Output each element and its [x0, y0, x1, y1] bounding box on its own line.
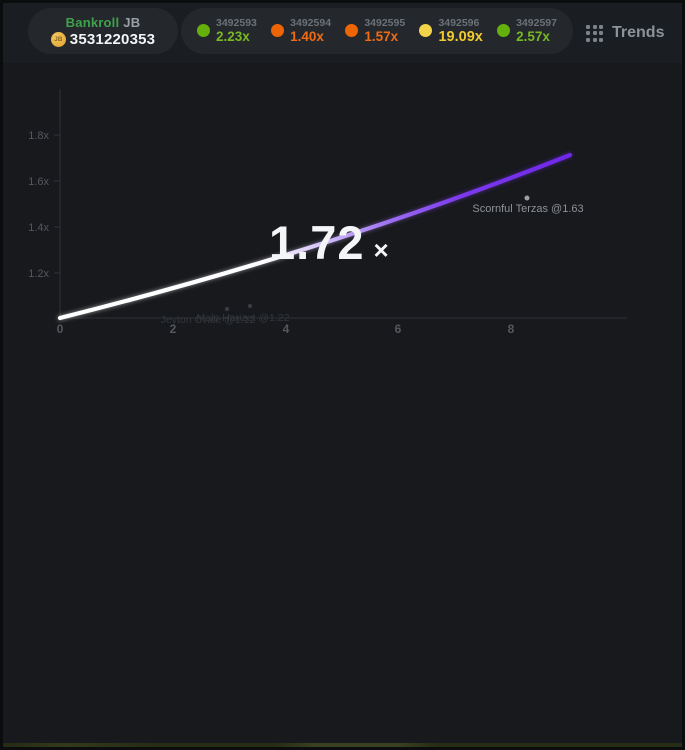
history-item[interactable]: 3492596 19.09x [419, 16, 483, 46]
current-multiplier: 1.72 × [269, 215, 389, 270]
times-symbol: × [373, 235, 389, 265]
bankroll-balance: 3531220353 [69, 30, 156, 48]
faded-cashout-label: Jeyton Cvale @1.12 [161, 314, 256, 326]
grid-dots-icon [586, 24, 603, 42]
cashout-annotation: Scornful Terzas @1.63 [472, 203, 583, 215]
round-result-dot-icon [419, 24, 433, 38]
history-item[interactable]: 3492597 2.57x [497, 17, 557, 45]
faded-cashout-label: Male Harizet @1.22 [197, 312, 290, 324]
round-result-dot-icon [345, 24, 359, 38]
round-result-dot-icon [197, 24, 210, 38]
y-tick-label: 1.6x [28, 176, 49, 188]
multiplier-curve [57, 152, 573, 321]
round-result-dot-icon [271, 24, 285, 38]
cashout-dot-icon [524, 195, 530, 201]
history-item[interactable]: 3492595 1.57x [345, 17, 405, 45]
bankroll-title: Bankroll JB [66, 15, 141, 30]
crash-chart: 1.8x 1.6x 1.4x 1.2x 0 2 4 6 8 Jeyton Cva… [3, 65, 685, 355]
x-tick-label: 6 [395, 322, 402, 336]
round-multiplier: 1.40x [290, 29, 324, 45]
round-number: 3492596 [438, 16, 480, 29]
y-tick-label: 1.8x [28, 130, 49, 142]
top-bar: Bankroll JB JB 3531220353 3492593 2.23x 3… [3, 3, 682, 63]
round-number: 3492597 [516, 17, 557, 30]
x-tick-label: 2 [170, 322, 177, 336]
x-tick-label: 0 [57, 322, 64, 336]
bankroll-tag: JB [123, 14, 141, 30]
current-multiplier-value: 1.72 [269, 216, 365, 269]
history-item[interactable]: 3492594 1.40x [271, 17, 331, 45]
history-item[interactable]: 3492593 2.23x [197, 17, 257, 45]
trends-label: Trends [612, 24, 665, 41]
y-tick-label: 1.2x [28, 268, 49, 280]
faded-cashout-dot-icon [248, 304, 252, 308]
bankroll-label: Bankroll [65, 14, 120, 30]
round-result-dot-icon [497, 24, 511, 38]
round-number: 3492593 [216, 17, 257, 30]
bankroll-balance-row: JB 3531220353 [50, 30, 156, 48]
bankroll-pill[interactable]: Bankroll JB JB 3531220353 [28, 8, 178, 54]
round-number: 3492594 [290, 17, 332, 30]
faded-cashout-dot-icon [225, 307, 229, 311]
y-tick-label: 1.4x [28, 222, 49, 234]
round-multiplier: 2.57x [516, 29, 550, 45]
round-multiplier: 2.23x [216, 29, 250, 45]
jb-coin-icon: JB [50, 31, 66, 47]
x-tick-label: 4 [283, 322, 290, 336]
round-multiplier: 1.57x [364, 29, 399, 45]
x-tick-label: 8 [508, 322, 515, 336]
trends-button[interactable]: Trends [586, 19, 664, 47]
bottom-panel-edge [3, 743, 682, 747]
round-history-strip: 3492593 2.23x 3492594 1.40x 3492595 1.57… [181, 8, 573, 54]
crash-chart-canvas: 1.8x 1.6x 1.4x 1.2x 0 2 4 6 8 Jeyton Cva… [28, 89, 627, 336]
round-multiplier: 19.09x [438, 28, 483, 45]
round-number: 3492595 [364, 17, 406, 30]
